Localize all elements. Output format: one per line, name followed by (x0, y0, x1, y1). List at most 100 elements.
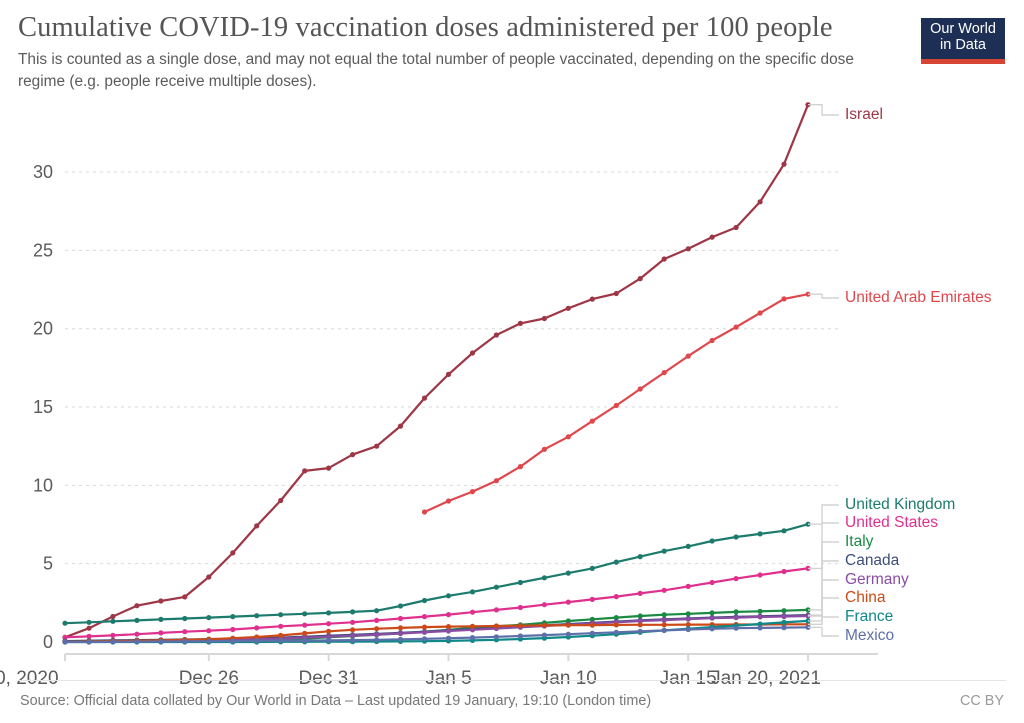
data-point (709, 234, 715, 240)
leader-line (808, 293, 839, 299)
data-point (254, 638, 260, 644)
data-point (421, 636, 428, 642)
data-point (613, 402, 619, 409)
data-point (757, 625, 763, 631)
series-label-italy[interactable]: Italy (845, 533, 874, 550)
data-point (230, 638, 236, 644)
data-point (350, 637, 356, 643)
data-point (613, 594, 619, 600)
data-point (637, 613, 643, 619)
data-point (589, 596, 595, 603)
data-point (661, 622, 667, 628)
series-label-israel[interactable]: Israel (845, 106, 883, 123)
series-line-united-states (63, 567, 810, 639)
data-point (709, 610, 715, 616)
data-point (493, 634, 499, 640)
data-point (254, 523, 260, 529)
data-point (302, 638, 308, 644)
x-axis-tick-3: Jan 5 (425, 668, 471, 689)
data-point (733, 615, 739, 621)
x-axis-tick-1: Dec 26 (179, 668, 239, 689)
data-point (397, 423, 404, 429)
y-axis-tick-30: 30 (33, 162, 53, 182)
data-point (278, 497, 284, 504)
data-point (469, 350, 476, 356)
data-point (685, 543, 691, 550)
data-point (469, 609, 476, 615)
data-point (565, 570, 571, 576)
x-axis-tick-6: Jan 20, 2021 (711, 668, 821, 689)
data-point (517, 320, 524, 326)
data-point (757, 621, 763, 627)
data-point (661, 612, 667, 618)
data-point (278, 638, 284, 644)
series-label-france[interactable]: France (845, 608, 893, 625)
data-point (565, 434, 571, 440)
data-point (637, 590, 643, 597)
data-point (397, 603, 404, 609)
series-label-united-kingdom[interactable]: United Kingdom (845, 496, 955, 513)
data-point (469, 489, 476, 495)
data-point (278, 632, 284, 639)
data-point (541, 315, 548, 322)
chart-footer: Source: Official data collated by Our Wo… (20, 693, 1004, 709)
data-point (781, 296, 787, 302)
data-point (86, 633, 92, 640)
data-point (182, 638, 188, 645)
data-point (733, 576, 739, 582)
data-point (781, 568, 787, 575)
data-point (421, 509, 428, 515)
owid-logo-line2: in Data (940, 36, 986, 53)
data-point (254, 613, 260, 619)
data-point (326, 628, 332, 634)
data-point (445, 635, 452, 641)
data-point (397, 625, 404, 631)
data-point (589, 630, 595, 636)
data-point (613, 629, 619, 635)
series-label-united-states[interactable]: United States (845, 514, 938, 531)
data-point (134, 631, 140, 637)
x-axis-tick-4: Jan 10 (540, 668, 597, 689)
data-point (230, 614, 236, 620)
data-point (613, 615, 619, 621)
data-point (326, 637, 332, 644)
data-point (781, 619, 787, 626)
data-point (397, 636, 404, 642)
data-point (326, 621, 332, 627)
series-end-labels[interactable]: Israel United Arab Emirates United Kingdom… (845, 106, 992, 644)
series-label-germany[interactable]: Germany (845, 571, 909, 588)
data-point (637, 622, 643, 628)
data-point (182, 629, 188, 635)
data-point (757, 572, 763, 578)
footer-divider (18, 680, 1006, 681)
data-point (757, 199, 763, 205)
data-point (134, 617, 140, 624)
series-label-canada[interactable]: Canada (845, 552, 900, 569)
series-label-mexico[interactable]: Mexico (845, 627, 894, 644)
data-point (757, 531, 763, 537)
data-point (86, 619, 92, 625)
leader-line (808, 504, 839, 525)
data-point (781, 528, 787, 534)
data-point (206, 615, 212, 621)
data-point (541, 622, 548, 629)
data-point (637, 554, 643, 560)
data-point (541, 446, 548, 452)
data-point (685, 611, 691, 617)
data-point (613, 290, 619, 297)
y-axis-tick-5: 5 (43, 554, 53, 574)
data-point (230, 626, 236, 633)
data-point (62, 634, 68, 640)
data-point (637, 618, 643, 624)
data-point (421, 629, 428, 635)
chart-header: Cumulative COVID-19 vaccination doses ad… (18, 12, 904, 92)
data-point (445, 624, 452, 630)
data-point (182, 594, 188, 600)
series-label-united-arab-emirates[interactable]: United Arab Emirates (845, 289, 992, 306)
data-point (493, 332, 499, 338)
series-label-china[interactable]: China (845, 589, 886, 606)
data-point (421, 624, 428, 630)
data-point (206, 574, 212, 580)
